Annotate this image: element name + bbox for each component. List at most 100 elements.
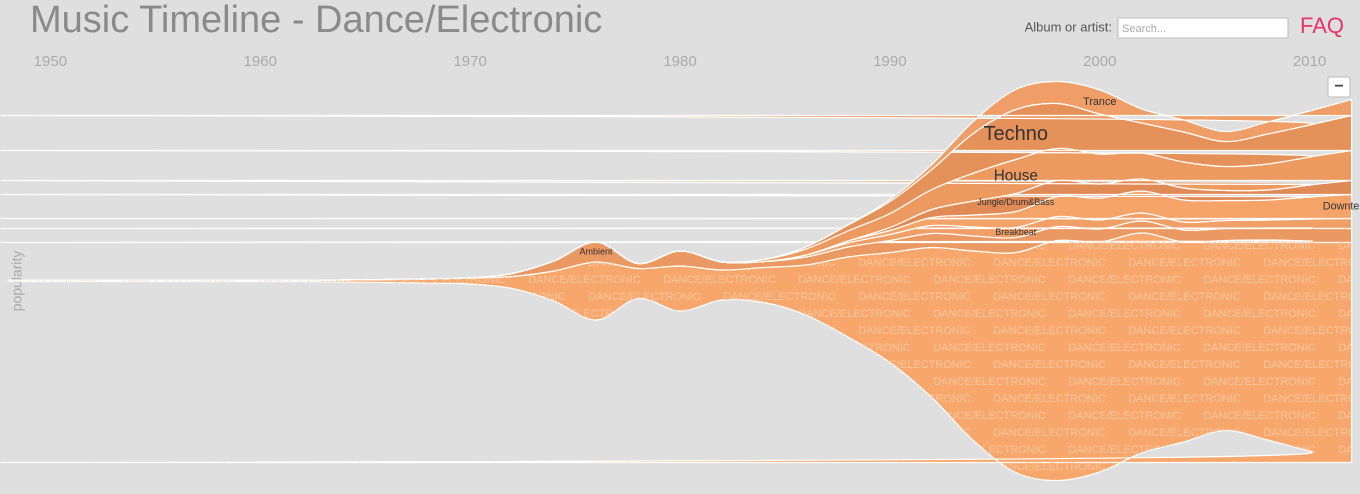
x-tick-label: 2000 <box>1083 53 1116 70</box>
layer-texture-label: DANCE/ELECTRONIC <box>393 274 506 286</box>
layer-texture-label: DANCE/ELECTRONIC <box>723 325 836 337</box>
layer-texture-label: DANCE/ELECTRONIC <box>1128 325 1241 337</box>
layer-texture-label: DANCE/ELECTRONIC <box>258 138 371 150</box>
layer-texture-label: DANCE/ELECTRONIC <box>123 444 236 456</box>
layer-texture-label: DANCE/ELECTRONIC <box>453 427 566 439</box>
layer-texture-label: DANCE/ELECTRONIC <box>1203 240 1316 252</box>
layer-texture-label: DANCE/ELECTRONIC <box>1338 376 1360 388</box>
layer-texture-label: DANCE/ELECTRONIC <box>723 427 836 439</box>
layer-texture-label: DANCE/ELECTRONIC <box>1338 308 1360 320</box>
collapse-icon: − <box>1334 78 1343 95</box>
layer-texture-label: DANCE/ELECTRONIC <box>453 393 566 405</box>
layer-texture-label: DANCE/ELECTRONIC <box>1203 274 1316 286</box>
layer-texture-label: DANCE/ELECTRONIC <box>528 70 641 82</box>
layer-texture-label: DANCE/ELECTRONIC <box>588 325 701 337</box>
layer-texture-label: DANCE/ELECTRONIC <box>183 427 296 439</box>
layer-texture-label: DANCE/ELECTRONIC <box>258 104 371 116</box>
layer-texture-label: DANCE/ELECTRONIC <box>1128 359 1241 371</box>
layer-texture-label: DANCE/ELECTRONIC <box>993 257 1106 269</box>
layer-texture-label: DANCE/ELECTRONIC <box>453 87 566 99</box>
layer-texture-label: DANCE/ELECTRONIC <box>993 427 1106 439</box>
layer-texture-label: DANCE/ELECTRONIC <box>1203 478 1316 490</box>
layer-texture-label: DANCE/ELECTRONIC <box>1338 342 1360 354</box>
layer-texture-label: DANCE/ELECTRONIC <box>183 359 296 371</box>
layer-texture-label: DANCE/ELECTRONIC <box>393 138 506 150</box>
layer-texture-label: DANCE/ELECTRONIC <box>663 206 776 218</box>
layer-texture-label: DANCE/ELECTRONIC <box>0 376 101 388</box>
layer-texture-label: DANCE/ELECTRONIC <box>123 478 236 490</box>
layer-texture-label: DANCE/ELECTRONIC <box>933 70 1046 82</box>
layer-texture-label: DANCE/ELECTRONIC <box>528 376 641 388</box>
layer-texture-label: DANCE/ELECTRONIC <box>1068 376 1181 388</box>
layer-texture-label: DANCE/ELECTRONIC <box>1128 291 1241 303</box>
layer-texture-label: DANCE/ELECTRONIC <box>0 342 101 354</box>
layer-texture-label: DANCE/ELECTRONIC <box>318 87 431 99</box>
layer-texture-label: DANCE/ELECTRONIC <box>798 342 911 354</box>
layer-texture-label: DANCE/ELECTRONIC <box>48 325 161 337</box>
layer-texture-label: DANCE/ELECTRONIC <box>798 138 911 150</box>
layer-texture-label: DANCE/ELECTRONIC <box>993 461 1106 473</box>
layer-texture-label: DANCE/ELECTRONIC <box>933 342 1046 354</box>
layer-texture-label: DANCE/ELECTRONIC <box>48 393 161 405</box>
layer-texture-label: DANCE/ELECTRONIC <box>393 70 506 82</box>
layer-labels: Ambient Breakbeat Downtempo Jungle/Drum&Bas… <box>580 96 1360 257</box>
layer-texture-label: DANCE/ELECTRONIC <box>183 121 296 133</box>
layer-texture-label: DANCE/ELECTRONIC <box>318 291 431 303</box>
layer-texture-label: DANCE/ELECTRONIC <box>663 274 776 286</box>
layer-texture-label: DANCE/ELECTRONIC <box>48 121 161 133</box>
x-tick-label: 1990 <box>873 53 906 70</box>
layer-texture-label: DANCE/ELECTRONIC <box>528 410 641 422</box>
layer-texture-label: DANCE/ELECTRONIC <box>663 478 776 490</box>
layer-texture-label: DANCE/ELECTRONIC <box>183 325 296 337</box>
layer-texture-label: DANCE/ELECTRONIC <box>0 138 101 150</box>
search-input[interactable] <box>1117 17 1289 39</box>
x-tick-label: 1980 <box>663 53 696 70</box>
layer-texture-label: DANCE/ELECTRONIC <box>993 325 1106 337</box>
layer-texture-label: DANCE/ELECTRONIC <box>588 393 701 405</box>
layer-texture-label: DANCE/ELECTRONIC <box>798 376 911 388</box>
layer-texture-label: DANCE/ELECTRONIC <box>318 155 431 167</box>
layer-texture-label: DANCE/ELECTRONIC <box>1263 359 1360 371</box>
layer-texture-label: DANCE/ELECTRONIC <box>588 359 701 371</box>
layer-texture-label: DANCE/ELECTRONIC <box>933 376 1046 388</box>
collapse-button[interactable] <box>1327 76 1351 98</box>
layer-texture-label: DANCE/ELECTRONIC <box>933 410 1046 422</box>
layer-texture-label: DANCE/ELECTRONIC <box>723 121 836 133</box>
layer-texture-label: DANCE/ELECTRONIC <box>183 87 296 99</box>
layer-texture-label: DANCE/ELECTRONIC <box>663 410 776 422</box>
layer-texture-label: DANCE/ELECTRONIC <box>528 478 641 490</box>
layer-texture-label: DANCE/ELECTRONIC <box>663 138 776 150</box>
layer-texture-label: DANCE/ELECTRONIC <box>798 172 911 184</box>
layer-texture-label: DANCE/ELECTRONIC <box>318 325 431 337</box>
layer-texture-label: DANCE/ELECTRONIC <box>798 478 911 490</box>
layer-texture-label: DANCE/ELECTRONIC <box>48 291 161 303</box>
faq-link[interactable]: FAQ <box>1300 13 1344 38</box>
layer-texture-label: DANCE/ELECTRONIC <box>663 444 776 456</box>
layer-texture-label: DANCE/ELECTRONIC <box>393 342 506 354</box>
layer-texture-label: DANCE/ELECTRONIC <box>1338 410 1360 422</box>
x-tick-label: 2010 <box>1293 53 1326 70</box>
layer-label: Techno <box>984 123 1049 145</box>
layer-texture-label: DANCE/ELECTRONIC <box>258 206 371 218</box>
layer-texture-label: DANCE/ELECTRONIC <box>528 138 641 150</box>
layer-texture-label: DANCE/ELECTRONIC <box>858 87 971 99</box>
layer-texture-label: DANCE/ELECTRONIC <box>48 427 161 439</box>
page-title: Music Timeline - Dance/Electronic <box>30 0 602 41</box>
layer-texture-label: DANCE/ELECTRONIC <box>123 172 236 184</box>
layer-label: Breakbeat <box>995 227 1037 237</box>
x-tick-label: 1960 <box>244 53 277 70</box>
layer-texture-label: DANCE/ELECTRONIC <box>318 257 431 269</box>
layer-texture-label: DANCE/ELECTRONIC <box>663 308 776 320</box>
layer-texture-label: DANCE/ELECTRONIC <box>1338 274 1360 286</box>
x-tick-label: 1950 <box>34 53 67 70</box>
layer-texture-label: DANCE/ELECTRONIC <box>1203 410 1316 422</box>
layer-texture-label: DANCE/ELECTRONIC <box>933 274 1046 286</box>
layer-texture-label: DANCE/ELECTRONIC <box>123 138 236 150</box>
layer-texture-label: DANCE/ELECTRONIC <box>1128 257 1241 269</box>
layer-texture-label: DANCE/ELECTRONIC <box>123 376 236 388</box>
layer-texture-label: DANCE/ELECTRONIC <box>0 444 101 456</box>
layer-texture-label: DANCE/ELECTRONIC <box>183 291 296 303</box>
layer-texture-label: DANCE/ELECTRONIC <box>258 342 371 354</box>
layer-texture-label: DANCE/ELECTRONIC <box>1068 308 1181 320</box>
